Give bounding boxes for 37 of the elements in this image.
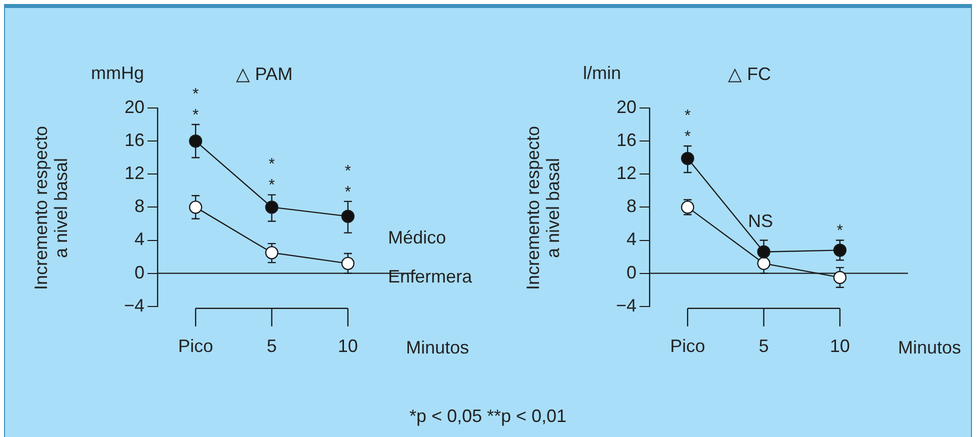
y-tick-label: 0 [626, 262, 637, 282]
text: *p < 0,05 **p < 0,01 [408, 406, 568, 427]
y-tick-label: 20 [616, 96, 637, 117]
chart-title: △ FC [728, 63, 771, 85]
y-tick-label: 20 [124, 96, 145, 117]
y-tick-label: 4 [626, 229, 637, 250]
annotation: ** [344, 162, 352, 201]
x-tick-label: 10 [830, 336, 850, 356]
annotation: ** [684, 107, 691, 146]
x-axis-title: Minutos [406, 337, 470, 358]
y-tick-label: 12 [616, 163, 637, 184]
y-tick-label: 8 [134, 196, 145, 216]
x-tick-label: 5 [758, 336, 769, 356]
series-label: Enfermera [388, 266, 474, 286]
y-tick-label: 16 [616, 130, 637, 150]
x-tick-label: 5 [266, 336, 277, 356]
y-tick-label: 4 [134, 229, 145, 250]
text: l/min [583, 63, 622, 84]
annotation: ** [192, 86, 199, 124]
annotation: NS [748, 211, 774, 232]
y-axis-title: Incremento respecto a nivel basal [523, 124, 563, 292]
series-label: Médico [388, 227, 446, 248]
x-axis-title: Minutos [898, 337, 962, 358]
y-tick-label: 16 [124, 130, 145, 150]
y-tick-label: −4 [124, 295, 145, 316]
chart-title: △ PAM [236, 63, 293, 85]
y-tick-label: 8 [626, 196, 637, 216]
y-tick-label: 12 [124, 163, 145, 184]
y-tick-label: 0 [134, 262, 145, 282]
y-axis-title: Incremento respecto a nivel basal [31, 124, 71, 292]
x-tick-label: Pico [670, 336, 706, 356]
annotation: ** [268, 156, 275, 194]
x-tick-label: Pico [178, 336, 214, 356]
y-tick-label: −4 [616, 295, 637, 316]
x-tick-label: 10 [338, 336, 358, 356]
text: mmHg [91, 63, 144, 84]
annotation: * [836, 222, 844, 240]
